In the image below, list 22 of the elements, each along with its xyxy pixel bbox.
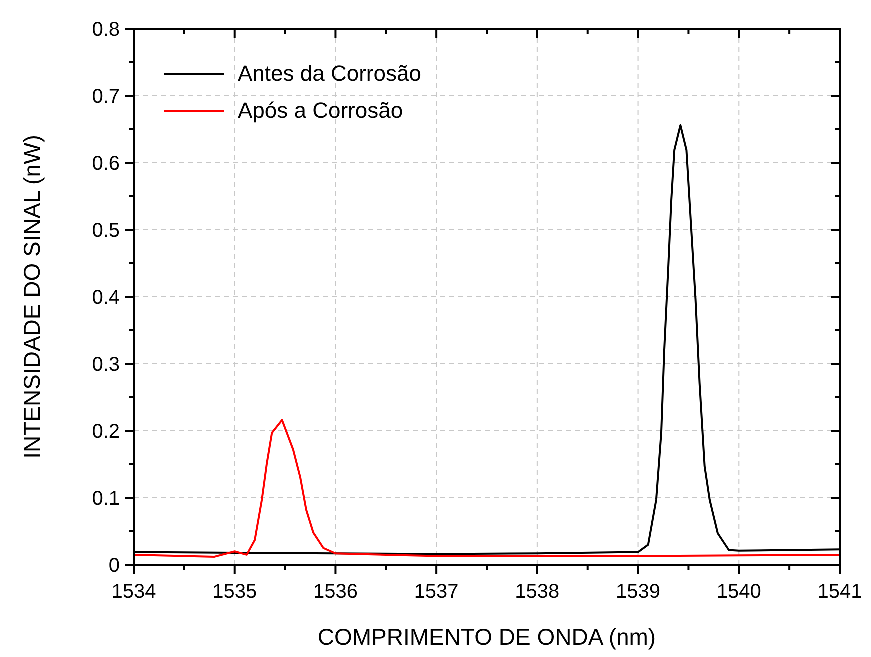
x-axis-title: COMPRIMENTO DE ONDA (nm) <box>318 624 656 650</box>
y-tick-label: 0.8 <box>92 19 120 41</box>
x-tick-label: 1537 <box>414 581 459 603</box>
x-tick-label: 1534 <box>112 581 156 603</box>
y-tick-label: 0.2 <box>92 421 120 443</box>
y-axis-title: INTENSIDADE DO SINAL (nW) <box>19 135 45 459</box>
x-tick-label: 1535 <box>212 581 258 603</box>
x-tick-label: 1536 <box>313 581 358 603</box>
y-tick-label: 0.3 <box>92 354 120 376</box>
line-series <box>133 419 841 558</box>
legend-label: Antes da Corrosão <box>238 61 422 86</box>
x-tick-label: 1541 <box>818 581 862 603</box>
y-tick-label: 0.4 <box>92 287 120 309</box>
y-tick-label: 0.1 <box>92 488 120 510</box>
legend-label: Após a Corrosão <box>238 98 404 123</box>
y-tick-label: 0 <box>108 555 120 577</box>
y-tick-label: 0.6 <box>92 153 120 175</box>
x-tick-label: 1540 <box>716 581 762 603</box>
y-tick-label: 0.7 <box>92 86 120 108</box>
x-tick-label: 1538 <box>515 581 560 603</box>
x-tick-label: 1539 <box>616 581 661 603</box>
y-tick-label: 0.5 <box>92 220 120 242</box>
